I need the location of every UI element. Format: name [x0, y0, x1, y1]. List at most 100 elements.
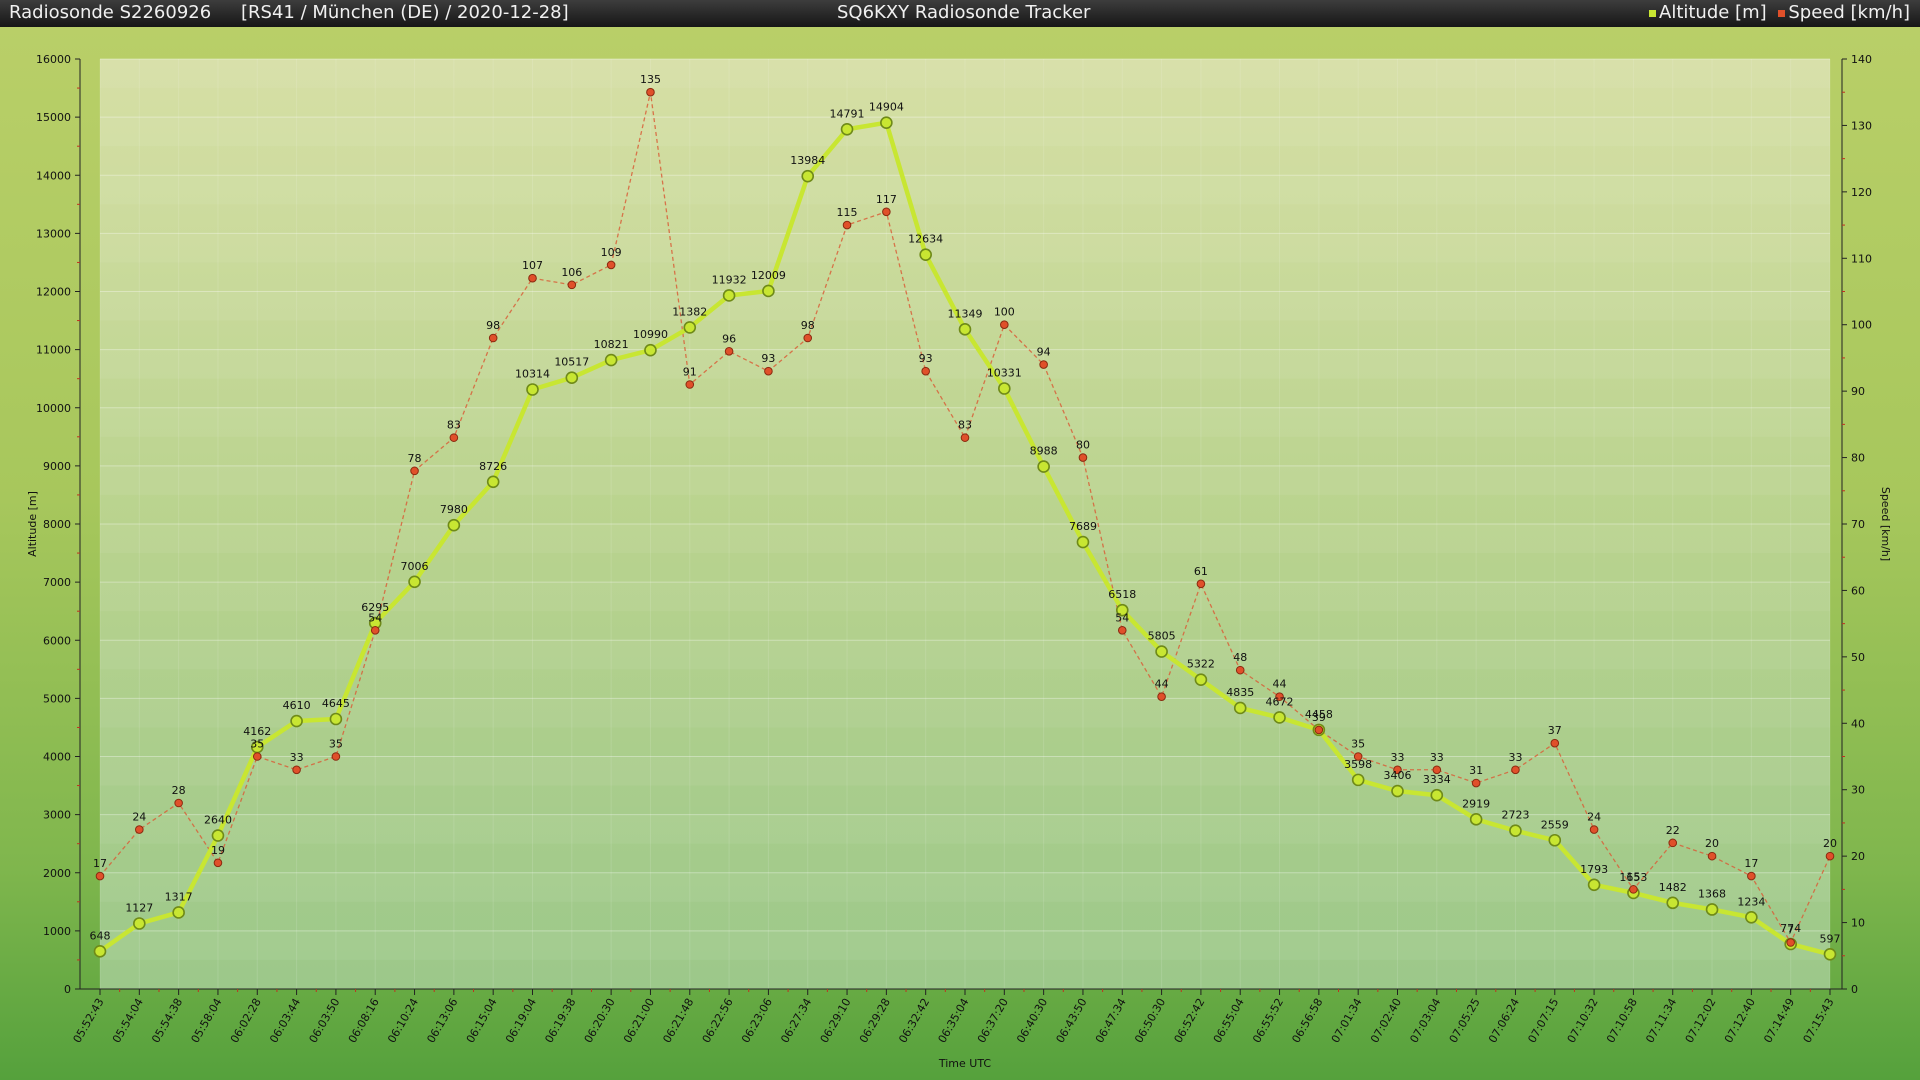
speed-point	[213, 858, 223, 868]
plot-band	[100, 872, 1830, 902]
plot-background	[100, 59, 1830, 989]
speed-data-label: 91	[683, 366, 697, 379]
legend-speed: Speed [km/h]	[1778, 2, 1910, 23]
altitude-data-label: 6518	[1108, 588, 1136, 601]
y2-tick-label: 110	[1851, 252, 1872, 265]
altitude-data-label: 10821	[594, 338, 629, 351]
altitude-data-label: 10990	[633, 328, 668, 341]
speed-data-label: 35	[1351, 738, 1365, 751]
plot-band	[100, 59, 1830, 89]
x-tick-label: 06:21:48	[660, 996, 696, 1045]
altitude-data-label: 4645	[322, 697, 350, 710]
speed-data-label: 80	[1076, 439, 1090, 452]
y-tick-label: 1000	[43, 925, 71, 938]
x-tick-label: 06:08:16	[346, 996, 382, 1045]
x-tick-label: 07:10:58	[1604, 996, 1640, 1045]
y2-tick-label: 130	[1851, 119, 1872, 132]
altitude-point	[1430, 788, 1444, 802]
speed-data-label: 7	[1787, 924, 1794, 937]
speed-point	[95, 871, 105, 881]
y2-axis-title: Speed [km/h]	[1879, 487, 1892, 561]
speed-data-label: 44	[1155, 678, 1169, 691]
y2-tick-label: 20	[1851, 850, 1865, 863]
x-tick-label: 07:06:24	[1486, 996, 1522, 1045]
x-tick-label: 06:40:30	[1014, 996, 1050, 1045]
plot-band	[100, 465, 1830, 495]
altitude-point	[683, 321, 697, 334]
speed-data-label: 20	[1823, 837, 1837, 850]
x-tick-label: 05:58:04	[189, 996, 225, 1045]
speed-data-label: 37	[1548, 724, 1562, 737]
altitude-data-label: 6295	[361, 601, 389, 614]
speed-point	[488, 333, 498, 343]
x-tick-label: 06:13:06	[425, 996, 461, 1045]
altitude-point	[998, 382, 1011, 395]
altitude-data-label: 10517	[554, 356, 589, 369]
altitude-point	[604, 353, 618, 367]
plot-band	[100, 524, 1830, 554]
altitude-point	[93, 945, 107, 958]
x-tick-label: 06:23:06	[739, 996, 775, 1045]
speed-point	[1668, 838, 1678, 848]
speed-point	[1786, 938, 1795, 947]
altitude-point	[447, 518, 461, 532]
altitude-data-label: 774	[1780, 922, 1801, 935]
speed-data-label: 135	[640, 73, 661, 86]
speed-point	[1275, 692, 1284, 702]
x-tick-label: 06:32:42	[896, 996, 932, 1045]
plot-band	[100, 291, 1830, 321]
altitude-data-label: 13984	[790, 154, 825, 167]
altitude-data-label: 2640	[204, 814, 232, 827]
x-tick-label: 06:21:00	[621, 996, 657, 1045]
altitude-point	[1391, 784, 1404, 798]
x-tick-label: 07:12:02	[1683, 996, 1719, 1045]
altitude-data-label: 8726	[479, 460, 507, 473]
speed-point	[1157, 692, 1166, 702]
speed-data-label: 33	[1508, 751, 1522, 764]
altitude-point	[1351, 773, 1365, 787]
y-tick-label: 5000	[43, 692, 71, 705]
speed-point	[1039, 360, 1048, 369]
speed-data-label: 54	[1115, 611, 1129, 624]
x-tick-label: 06:55:04	[1211, 996, 1247, 1045]
x-tick-label: 07:07:15	[1525, 996, 1561, 1045]
speed-point	[1000, 320, 1009, 330]
x-tick-label: 07:03:04	[1407, 996, 1443, 1045]
y2-tick-label: 90	[1851, 385, 1865, 398]
speed-point	[1353, 752, 1363, 761]
altitude-data-label: 8988	[1030, 445, 1058, 458]
x-tick-label: 05:54:38	[149, 996, 185, 1045]
speed-point	[1471, 778, 1481, 788]
sonde-title: Radiosonde S2260926	[9, 2, 212, 23]
x-tick-label: 06:20:30	[582, 996, 618, 1045]
speed-point	[410, 466, 419, 476]
altitude-data-label: 4610	[283, 699, 311, 712]
altitude-point	[840, 122, 854, 136]
x-tick-label: 06:03:44	[267, 996, 303, 1045]
y-tick-label: 9000	[43, 460, 71, 473]
speed-data-label: 98	[486, 319, 500, 332]
altitude-data-label: 1793	[1580, 863, 1608, 876]
x-tick-label: 06:10:24	[385, 996, 421, 1045]
altitude-point	[329, 712, 343, 726]
x-axis-title: Time UTC	[938, 1057, 992, 1070]
sonde-location: [RS41 / München (DE) / 2020-12-28]	[241, 2, 569, 23]
speed-point	[1078, 453, 1088, 462]
y-tick-label: 6000	[43, 634, 71, 647]
title-bar: Radiosonde S2260926 [RS41 / München (DE)…	[0, 0, 1920, 27]
x-tick-label: 07:02:40	[1368, 996, 1404, 1045]
speed-data-label: 33	[290, 751, 304, 764]
x-tick-label: 05:52:43	[71, 996, 107, 1045]
speed-data-label: 100	[994, 306, 1015, 319]
altitude-data-label: 597	[1820, 932, 1841, 945]
altitude-point	[133, 917, 146, 930]
speed-point	[960, 433, 970, 442]
speed-data-label: 109	[601, 246, 622, 259]
x-tick-label: 07:10:32	[1565, 996, 1601, 1045]
altitude-data-label: 1234	[1737, 895, 1765, 908]
speed-point	[135, 825, 144, 834]
x-tick-label: 06:56:58	[1290, 996, 1326, 1045]
speed-point	[882, 207, 891, 217]
altitude-data-label: 12009	[751, 269, 786, 282]
speed-point	[1589, 825, 1599, 834]
